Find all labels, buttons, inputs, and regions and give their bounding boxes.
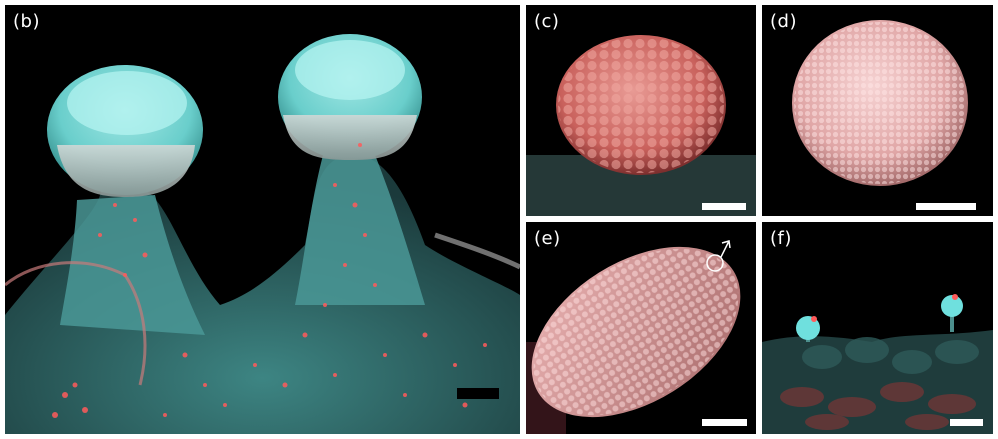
right-stalk [295,155,425,305]
panel-label-f: (f) [770,228,792,249]
panel-e-image [526,222,756,434]
panel-label-d: (d) [770,11,797,32]
panel-c-image [526,5,756,216]
panel-e-micrograph: (e) [526,222,756,434]
male-symbol-icon [706,240,731,272]
panel-b-image [5,5,520,434]
left-stalk [60,195,205,335]
panel-c-micrograph: (c) [526,5,756,216]
scale-bar-d [916,203,976,210]
right-organ-head [941,295,963,317]
panel-label-b: (b) [13,11,40,32]
panel-b-micrograph: (b) [5,5,520,434]
panel-f-micrograph: (f) [762,222,993,434]
scale-bar-c [702,203,746,210]
scale-bar-f [950,419,983,426]
panel-f-image [762,222,993,434]
scale-bar-e [702,419,747,426]
scale-bar-b [457,388,499,399]
panel-label-c: (c) [534,11,560,32]
panel-d-image [762,5,993,216]
panel-label-e: (e) [534,228,561,249]
red-fluorescence-speckles [52,143,487,418]
panel-d-micrograph: (d) [762,5,993,216]
